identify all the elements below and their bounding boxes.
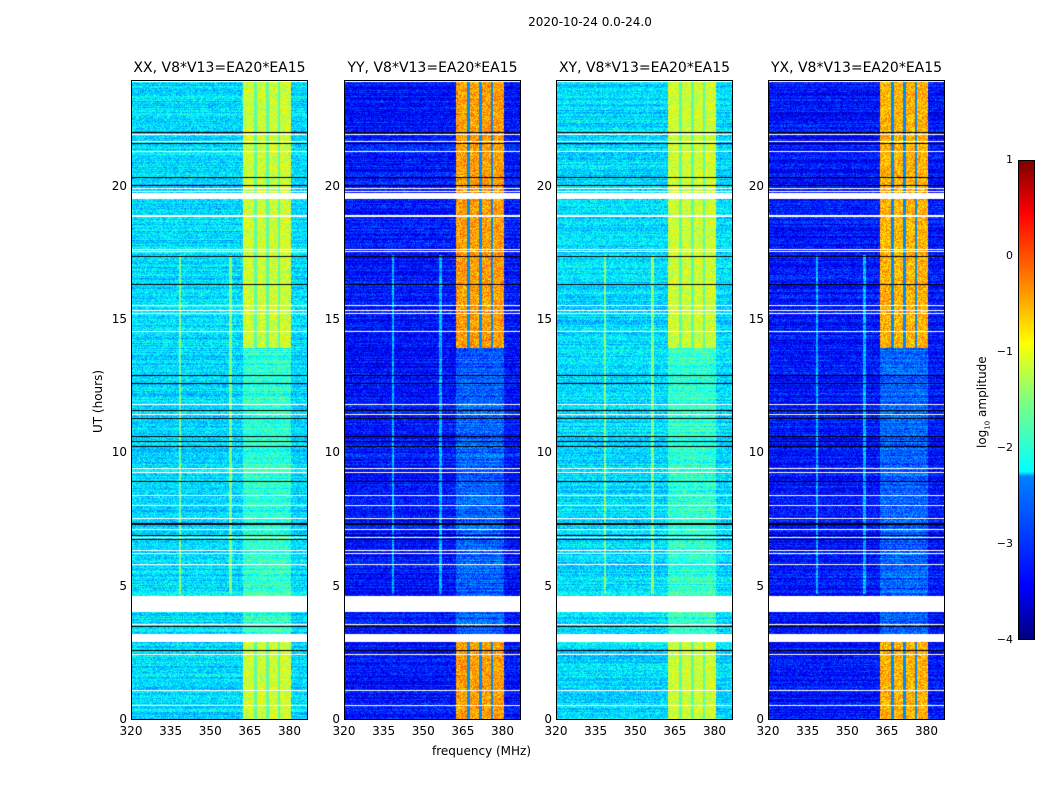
- y-tick-label: 10: [324, 445, 340, 460]
- y-tick-label: 0: [332, 712, 340, 726]
- panel-title: YY, V8*V13=EA20*EA15: [347, 60, 518, 76]
- x-tick-label: 350: [623, 724, 647, 738]
- y-tick-label: 0: [544, 712, 552, 726]
- x-tick-label: 365: [238, 724, 262, 738]
- colorbar-label: log10 amplitude: [975, 356, 992, 448]
- panel-title: XY, V8*V13=EA20*EA15: [558, 60, 731, 76]
- y-tick-label: 10: [111, 445, 127, 460]
- y-tick-label: 5: [332, 578, 340, 593]
- x-tick-label: 380: [703, 724, 726, 738]
- y-tick-label: 20: [324, 178, 340, 193]
- x-tick-label: 380: [278, 724, 301, 738]
- y-tick-label: 5: [119, 578, 127, 593]
- y-tick-label: 15: [111, 312, 127, 326]
- x-axis-label: frequency (MHz): [432, 744, 532, 758]
- y-tick-label: 5: [544, 578, 552, 593]
- panel-title: XX, V8*V13=EA20*EA15: [133, 60, 306, 76]
- colorbar-tick-label: −4: [996, 633, 1013, 646]
- figure-title: 2020-10-24 0.0-24.0: [528, 15, 652, 29]
- y-tick-label: 5: [756, 578, 764, 593]
- x-tick-label: 335: [372, 724, 396, 738]
- colorbar: [1018, 160, 1035, 640]
- heatmap-panel: [768, 80, 945, 720]
- y-tick-label: 0: [756, 712, 764, 726]
- x-tick-label: 335: [796, 724, 820, 738]
- y-tick-label: 20: [536, 178, 552, 193]
- x-tick-label: 320: [119, 724, 143, 738]
- x-tick-label: 380: [491, 724, 514, 738]
- y-tick-label: 20: [111, 178, 127, 193]
- y-axis-label: UT (hours): [91, 369, 105, 433]
- colorbar-tick-label: 0: [1006, 249, 1013, 262]
- x-tick-label: 350: [835, 724, 859, 738]
- y-tick-label: 0: [119, 712, 127, 726]
- heatmap-image: [345, 81, 520, 719]
- x-tick-label: 365: [451, 724, 475, 738]
- colorbar-tick-label: −2: [996, 441, 1013, 454]
- heatmap-image: [769, 81, 944, 719]
- x-tick-label: 320: [544, 724, 568, 738]
- heatmap-image: [557, 81, 732, 719]
- colorbar-tick-label: 1: [1006, 153, 1013, 166]
- y-tick-label: 10: [536, 445, 552, 460]
- x-tick-label: 320: [756, 724, 780, 738]
- y-tick-label: 15: [324, 312, 340, 326]
- heatmap-panel: [344, 80, 521, 720]
- x-tick-label: 365: [875, 724, 899, 738]
- colorbar-tick-label: −3: [996, 537, 1013, 550]
- heatmap-panel: [131, 80, 308, 720]
- x-tick-label: 335: [159, 724, 183, 738]
- colorbar-tick-label: −1: [996, 345, 1013, 358]
- x-tick-label: 350: [411, 724, 435, 738]
- x-tick-label: 335: [584, 724, 608, 738]
- heatmap-panel: [556, 80, 733, 720]
- x-tick-label: 350: [198, 724, 222, 738]
- panel-title: YX, V8*V13=EA20*EA15: [770, 60, 943, 76]
- heatmap-image: [132, 81, 307, 719]
- x-tick-label: 380: [915, 724, 938, 738]
- y-tick-label: 20: [748, 178, 764, 193]
- y-tick-label: 10: [748, 445, 764, 460]
- x-tick-label: 365: [663, 724, 687, 738]
- x-tick-label: 320: [332, 724, 356, 738]
- y-tick-label: 15: [748, 312, 764, 326]
- y-tick-label: 15: [536, 312, 552, 326]
